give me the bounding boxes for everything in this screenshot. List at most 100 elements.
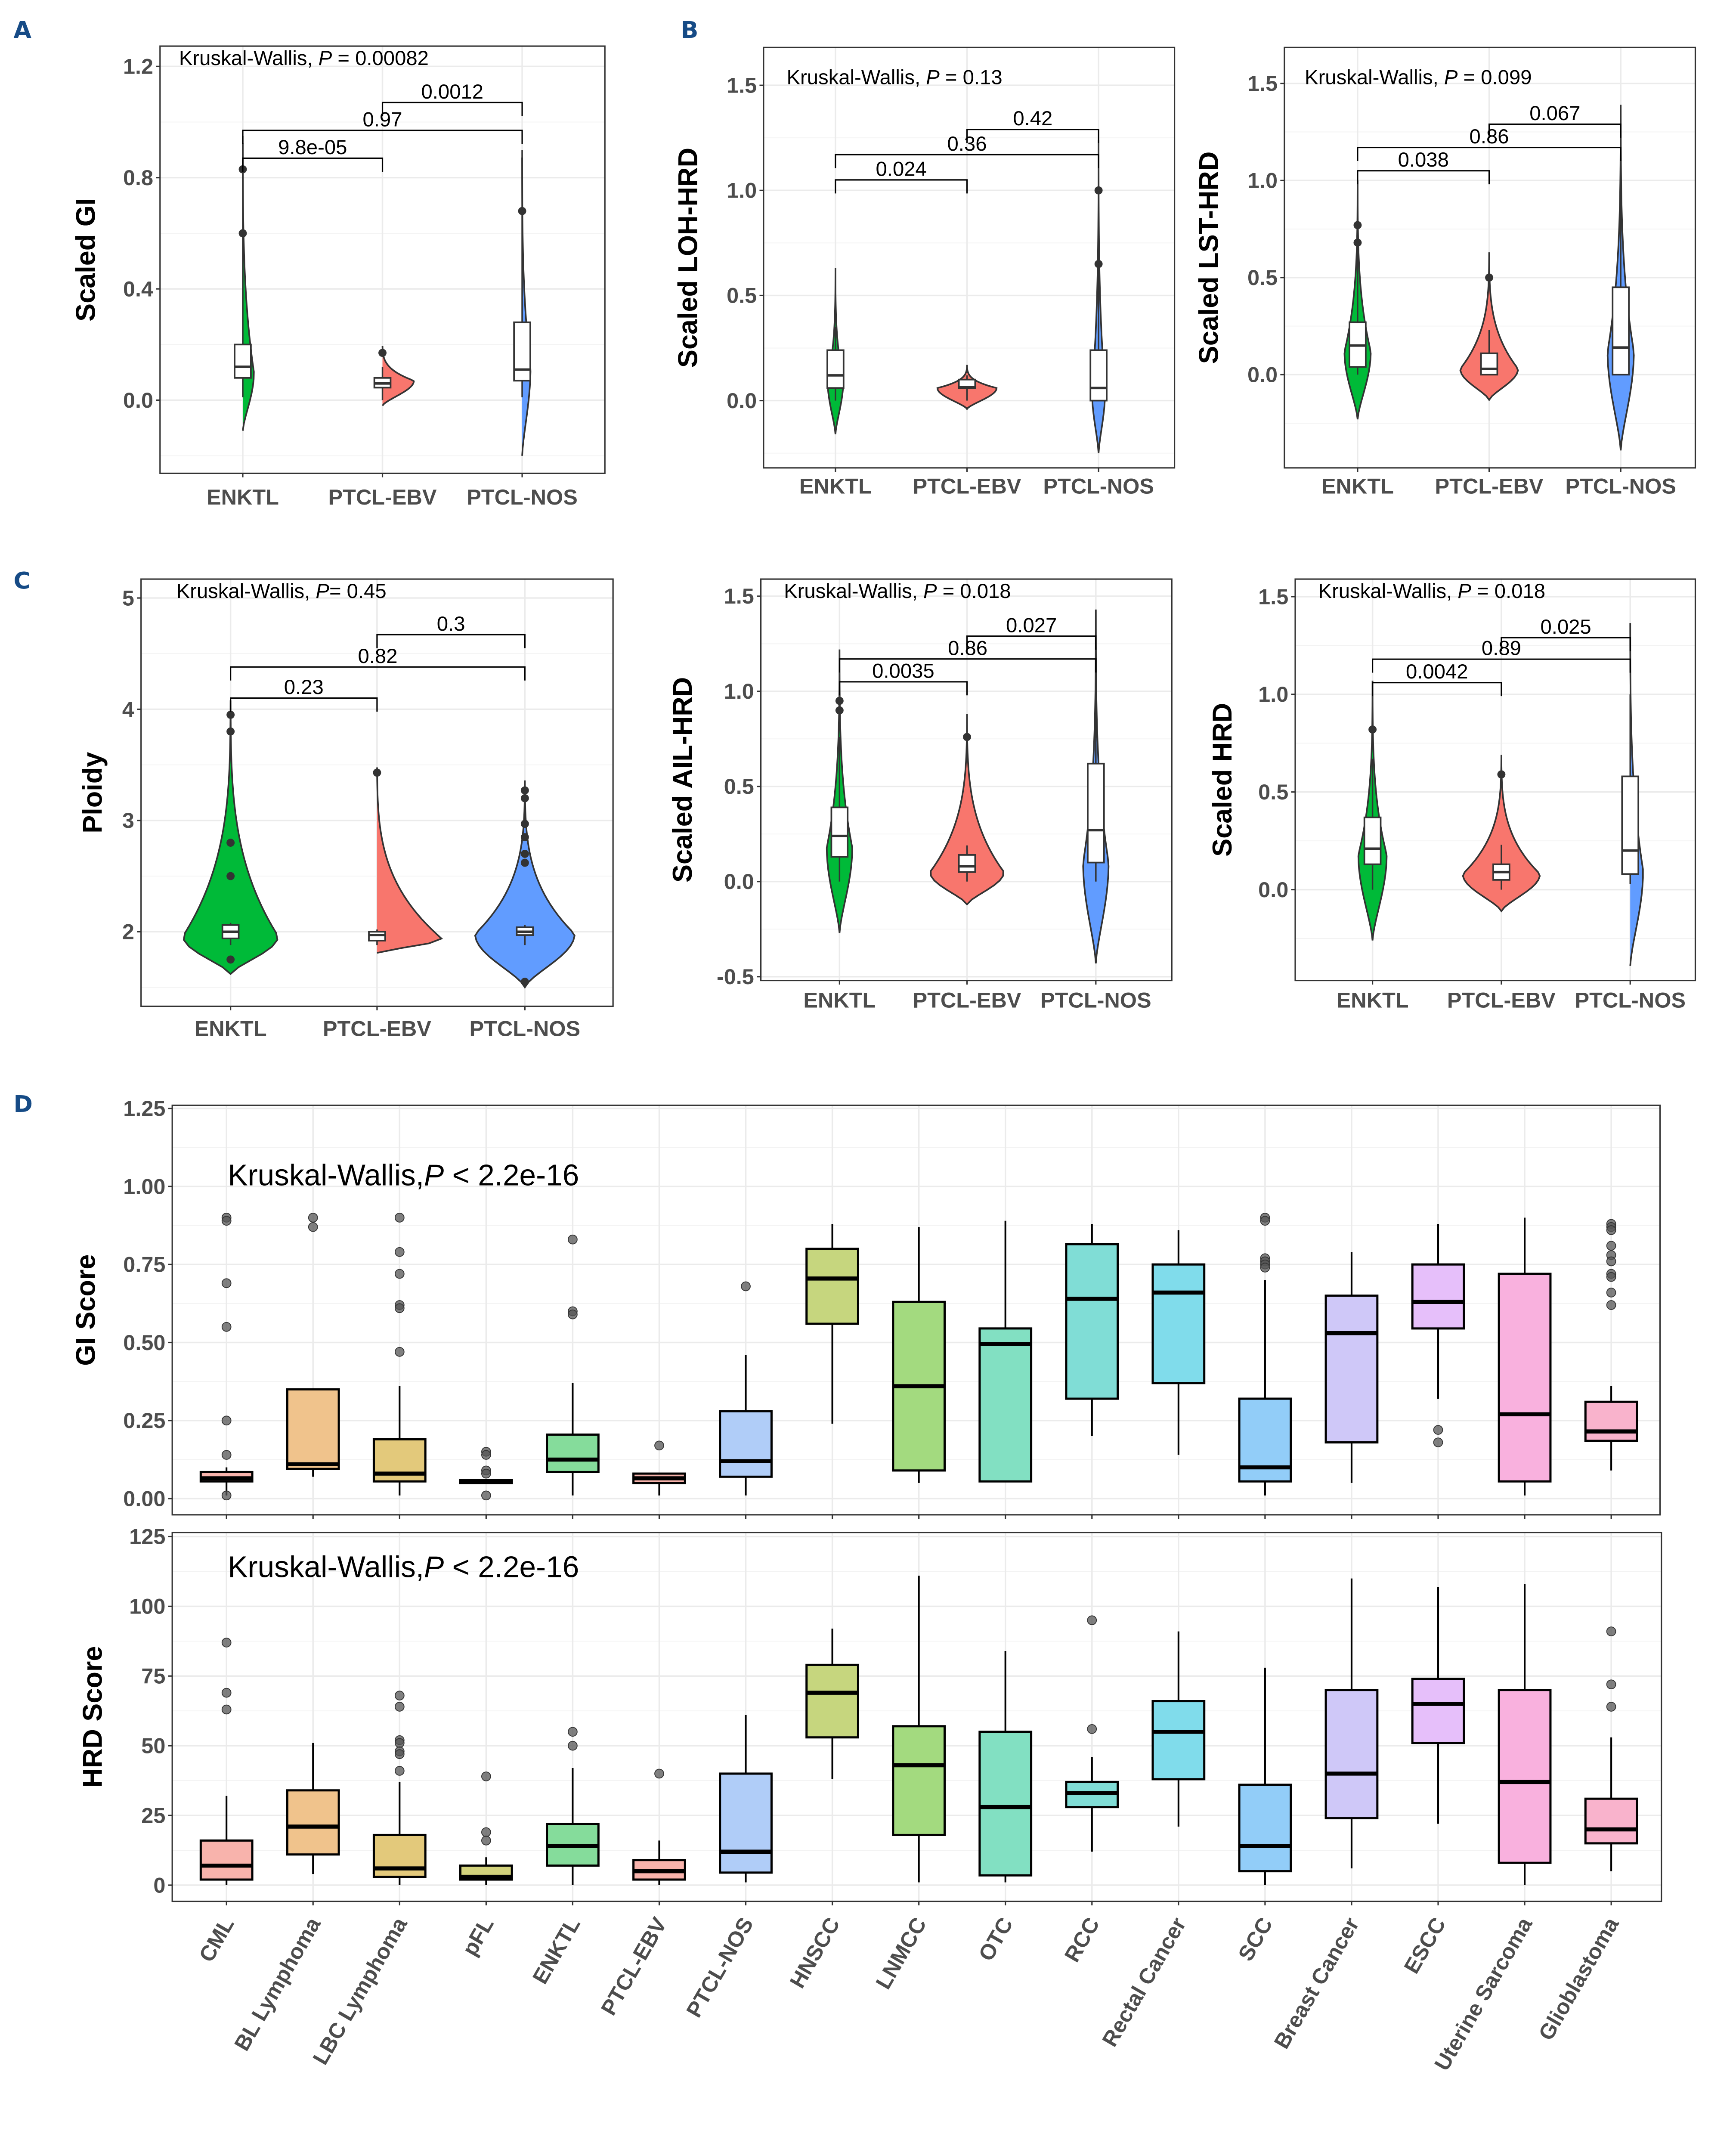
x-tick-label: PTCL-NOS — [467, 485, 578, 509]
chart-b1: 0.0 0.5 1.0 1.5 Scaled LOH-HRD ENKTL PTCL-EBV P… — [673, 46, 1176, 499]
iqr-box — [805, 1248, 859, 1325]
iqr-box — [1584, 1400, 1638, 1442]
box-rcc — [1065, 1223, 1119, 1437]
outlier-point — [221, 1638, 232, 1648]
outlier-point — [1353, 221, 1362, 229]
box-cml — [199, 1213, 254, 1501]
box — [1480, 352, 1498, 376]
box — [1612, 286, 1630, 376]
outlier-point — [568, 1234, 578, 1245]
outlier-point — [481, 1827, 491, 1837]
y-tick-label: 0.5 — [724, 774, 754, 799]
outlier-point — [520, 858, 529, 867]
kw-value: = 0.018 — [1471, 580, 1545, 603]
comparison-bracket — [376, 634, 526, 648]
outlier-point — [394, 1303, 405, 1313]
y-axis-title: Scaled LOH-HRD — [673, 148, 703, 368]
iqr-box — [1238, 1784, 1292, 1873]
y-tick-label: 1.0 — [727, 178, 757, 203]
y-tick-label: 0.00 — [123, 1486, 165, 1511]
iqr-box — [372, 1833, 427, 1878]
outlier-point — [654, 1768, 664, 1779]
iqr-box — [1065, 1243, 1119, 1400]
y-axis-title: HRD Score — [77, 1646, 108, 1788]
iqr-box — [199, 1839, 254, 1881]
kw-value: = 0.00082 — [332, 47, 429, 70]
kw-p-symbol: P — [316, 580, 329, 603]
kw-value: = 0.45 — [329, 580, 387, 603]
plots-layer: 0.0 0.4 0.8 1.2 Scaled GI ENKTL PTCL-EBV PTCL-N… — [71, 45, 1696, 2075]
kw-p-symbol: P — [319, 47, 332, 70]
outlier-point — [654, 1440, 664, 1451]
x-tick-label: PTCL-NOS — [470, 1016, 581, 1041]
y-tick-label: 0.5 — [727, 283, 757, 308]
outlier-point — [394, 1766, 405, 1776]
y-axis-title: Scaled HRD — [1207, 703, 1238, 857]
box-cml — [199, 1638, 254, 1886]
box-lbc-lymphoma — [372, 1691, 427, 1886]
box-uterine-sarcoma — [1498, 1217, 1552, 1496]
comparison-p-value: 0.0042 — [1406, 660, 1468, 683]
iqr-box — [978, 1327, 1033, 1483]
box-pfl — [459, 1771, 513, 1886]
outlier-point — [1606, 1272, 1616, 1282]
box-breast-cancer — [1324, 1252, 1379, 1483]
box-ptcl-ebv — [632, 1768, 686, 1886]
y-tick-label: 5 — [122, 585, 134, 610]
y-axis-title: Scaled GI — [71, 198, 101, 322]
violin-ptcl-ebv — [376, 767, 443, 954]
outlier-point — [1606, 1256, 1616, 1267]
comparison-bracket — [966, 129, 1099, 143]
comparison-p-value: 0.038 — [1398, 149, 1449, 171]
x-tick-label: PTCL-EBV — [913, 988, 1021, 1013]
box-hnscc — [805, 1629, 859, 1779]
kruskal-wallis-label: Kruskal-Wallis,P < 2.2e-16 — [228, 1158, 579, 1192]
comparison-bracket — [966, 635, 1097, 650]
outlier-point — [226, 839, 235, 847]
box-lbc-lymphoma — [372, 1213, 427, 1496]
outlier-point — [481, 1450, 491, 1460]
box-rectal-cancer — [1151, 1230, 1206, 1455]
box — [1089, 349, 1108, 402]
y-tick-label: 1.2 — [123, 54, 153, 79]
box-uterine-sarcoma — [1498, 1584, 1552, 1886]
outlier-point — [1094, 260, 1103, 268]
iqr-box — [719, 1772, 773, 1874]
outlier-point — [520, 786, 529, 795]
x-tick-label: PTCL-NOS — [1575, 988, 1686, 1013]
outlier-point — [1606, 1300, 1616, 1310]
violin-ptcl-ebv — [1462, 755, 1541, 913]
outlier-point — [1094, 186, 1103, 195]
x-tick-label: ENKTL — [1321, 474, 1394, 499]
x-tick-label: PTCL-NOS — [1040, 988, 1151, 1013]
box-otc — [978, 1651, 1033, 1883]
outlier-point — [481, 1771, 491, 1781]
y-tick-label: 1.0 — [1258, 682, 1288, 706]
y-tick-label: 1.5 — [727, 73, 757, 97]
x-tick-label: ENKTL — [207, 485, 279, 509]
y-tick-label: 3 — [122, 808, 134, 833]
iqr-box — [719, 1410, 773, 1478]
y-tick-label: 125 — [129, 1524, 165, 1549]
outlier-point — [568, 1309, 578, 1319]
x-tick-label: PTCL-EBV — [913, 474, 1021, 499]
outlier-point — [568, 1727, 578, 1737]
plot-frame — [171, 1532, 1662, 1902]
y-tick-label: 0.5 — [1247, 265, 1278, 290]
box — [1087, 762, 1105, 864]
comparison-bracket — [230, 697, 378, 712]
x-tick-label: PTCL-EBV — [1435, 474, 1544, 499]
plot-frame — [171, 1104, 1661, 1516]
outlier-point — [481, 1468, 491, 1479]
comparison-p-value: 9.8e-05 — [278, 136, 347, 159]
outlier-point — [394, 1702, 405, 1712]
outlier-point — [1087, 1615, 1097, 1626]
y-tick-label: 0.50 — [123, 1330, 165, 1355]
outlier-point — [221, 1450, 232, 1460]
outlier-point — [1087, 1724, 1097, 1734]
outlier-point — [741, 1281, 751, 1291]
outlier-point — [373, 768, 381, 777]
outlier-point — [568, 1740, 578, 1751]
y-axis-title: Ploidy — [77, 752, 108, 833]
box — [513, 321, 531, 382]
